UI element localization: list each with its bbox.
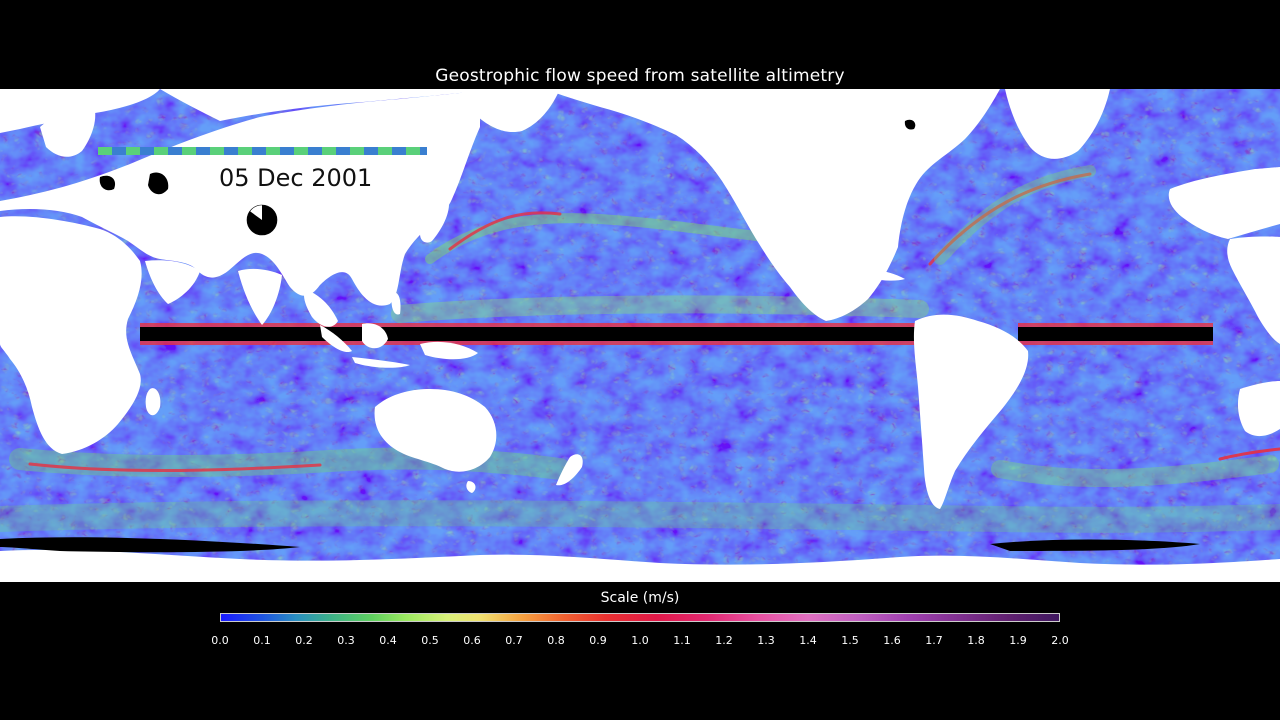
land-alaska: [460, 89, 560, 133]
colorbar-tick-label: 0.5: [421, 634, 439, 647]
colorbar-tick-label: 1.1: [673, 634, 691, 647]
land-africa-south-east: [1237, 381, 1280, 437]
colorbar-tick-label: 1.8: [967, 634, 985, 647]
land-india: [238, 268, 282, 325]
land-philippines: [391, 292, 401, 315]
colorbar-tick-label: 1.2: [715, 634, 733, 647]
colorbar-tick-label: 0.8: [547, 634, 565, 647]
land-north-america: [545, 89, 1000, 321]
land-south-america: [913, 314, 1029, 509]
colorbar-tick-label: 1.0: [631, 634, 649, 647]
land-masses: [0, 89, 1280, 582]
colorbar-tick-label: 1.7: [925, 634, 943, 647]
colorbar-tick-label: 0.3: [337, 634, 355, 647]
colorbar-tick-label: 0.1: [253, 634, 271, 647]
colorbar-tick-label: 2.0: [1051, 634, 1069, 647]
world-map: [0, 89, 1280, 582]
colorbar-tick-label: 1.4: [799, 634, 817, 647]
colorbar-tick-label: 1.9: [1009, 634, 1027, 647]
land-java: [352, 357, 410, 368]
colorbar-tick-label: 1.6: [883, 634, 901, 647]
land-tasmania: [466, 481, 476, 493]
map-title: Geostrophic flow speed from satellite al…: [435, 66, 845, 86]
land-new-zealand: [556, 454, 583, 486]
colorbar-tick-label: 1.5: [841, 634, 859, 647]
colorbar-tick-label: 1.3: [757, 634, 775, 647]
land-arabia: [145, 260, 200, 304]
land-europe-north: [0, 89, 160, 133]
land-new-guinea: [420, 341, 478, 360]
speed-colorbar: [220, 613, 1060, 622]
land-eurasia: [0, 91, 480, 306]
land-western-europe: [1168, 167, 1280, 239]
land-cuba: [850, 268, 905, 281]
land-australia: [374, 389, 497, 472]
land-borneo: [362, 323, 388, 349]
colorbar-tick-label: 0.9: [589, 634, 607, 647]
timeline-bar-icon: [98, 147, 427, 155]
land-siberia-north: [160, 89, 480, 121]
land-indochina: [303, 289, 338, 327]
date-label: 05 Dec 2001: [219, 164, 373, 192]
colorbar-tick-label: 0.6: [463, 634, 481, 647]
land-greenland: [1005, 89, 1110, 159]
colorbar-tick-label: 0.0: [211, 634, 229, 647]
land-japan: [420, 197, 450, 243]
pie-clock-icon: [246, 204, 278, 236]
scale-title: Scale (m/s): [600, 590, 680, 606]
equator-band: [0, 323, 1213, 345]
land-madagascar: [145, 388, 161, 416]
dark-patches: [0, 119, 1200, 553]
land-africa: [0, 216, 142, 454]
colorbar-tick-label: 0.4: [379, 634, 397, 647]
land-west-africa: [1227, 236, 1280, 344]
land-sumatra: [320, 325, 352, 353]
colorbar-tick-label: 0.2: [295, 634, 313, 647]
land-antarctica: [0, 549, 1280, 582]
colorbar-tick-label: 0.7: [505, 634, 523, 647]
